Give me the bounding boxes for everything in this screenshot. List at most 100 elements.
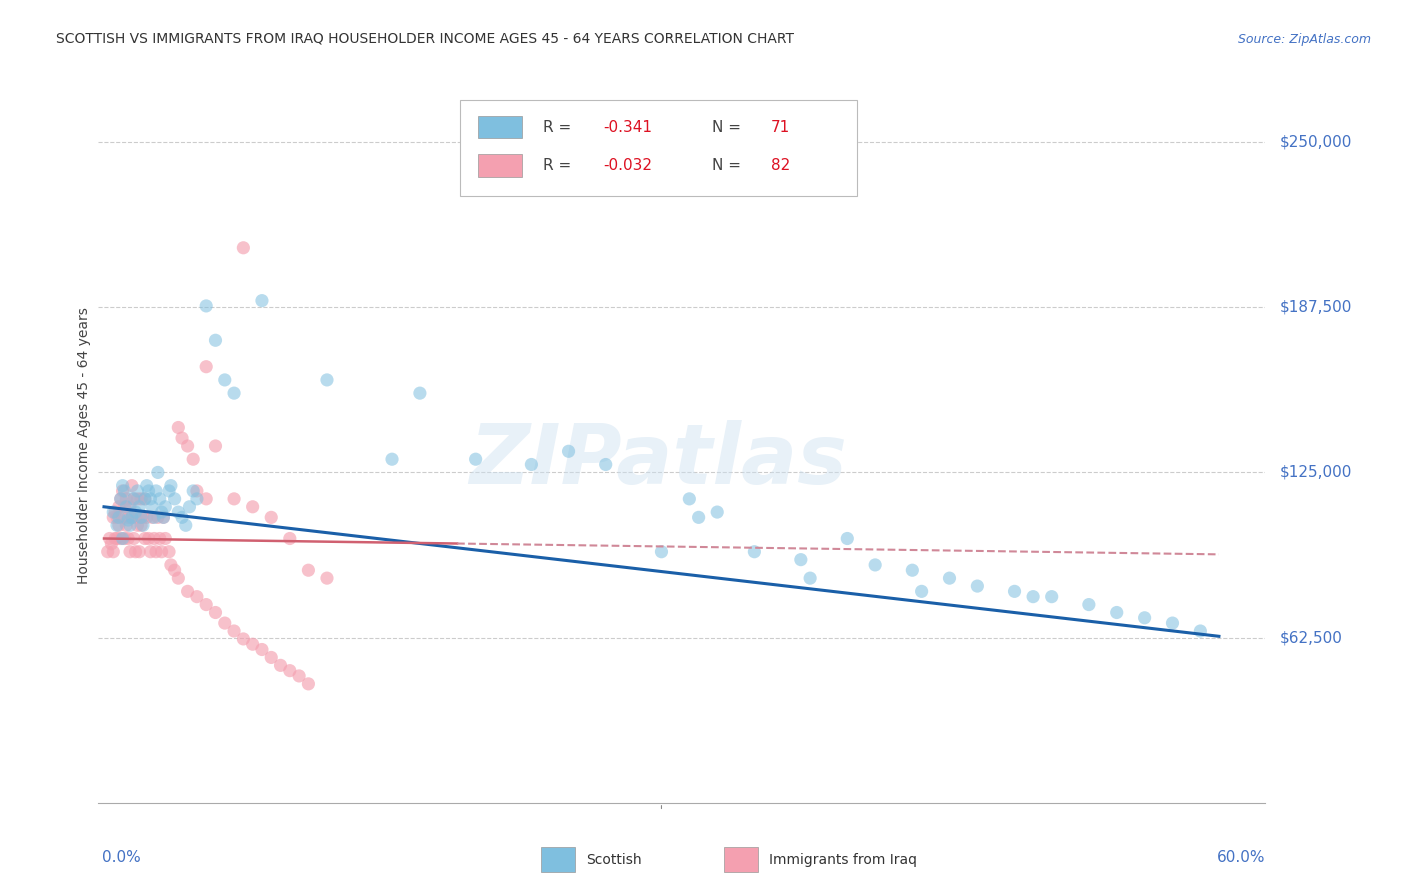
Point [115, 518, 138, 533]
Point [316, 373, 339, 387]
Point [135, 478, 157, 492]
Text: N =: N = [713, 120, 747, 135]
Point [297, 677, 319, 691]
Text: Scottish: Scottish [586, 853, 643, 867]
Point [186, 590, 208, 604]
Point [167, 420, 190, 434]
Point [214, 616, 236, 631]
Text: ZIPatlas: ZIPatlas [470, 420, 848, 500]
Point [111, 478, 134, 492]
Point [278, 664, 301, 678]
Text: -0.032: -0.032 [603, 158, 652, 173]
Point [464, 452, 486, 467]
Point [152, 510, 174, 524]
Point [1161, 616, 1184, 631]
Point [111, 510, 134, 524]
Point [242, 500, 264, 514]
Point [104, 505, 127, 519]
Point [1004, 584, 1026, 599]
Point [901, 563, 924, 577]
Point [557, 444, 579, 458]
Point [103, 505, 125, 519]
Point [111, 532, 134, 546]
Point [132, 510, 155, 524]
Point [174, 518, 197, 533]
Point [938, 571, 960, 585]
Point [1077, 598, 1099, 612]
Point [966, 579, 988, 593]
Text: 60.0%: 60.0% [1218, 850, 1265, 865]
Point [260, 650, 283, 665]
Point [98, 532, 121, 546]
Point [863, 558, 886, 572]
Point [127, 518, 149, 533]
Point [103, 510, 125, 524]
Point [114, 500, 136, 514]
Point [134, 491, 156, 506]
Point [118, 545, 141, 559]
Point [179, 500, 201, 514]
Point [108, 518, 131, 533]
Point [232, 632, 254, 646]
Y-axis label: Householder Income Ages 45 - 64 years: Householder Income Ages 45 - 64 years [77, 308, 91, 584]
Point [204, 439, 226, 453]
Point [121, 510, 143, 524]
Point [118, 518, 141, 533]
Point [595, 458, 617, 472]
Point [204, 333, 226, 347]
Point [117, 510, 139, 524]
Text: R =: R = [543, 158, 576, 173]
Point [650, 545, 672, 559]
Point [141, 510, 163, 524]
Point [135, 510, 157, 524]
Point [288, 669, 311, 683]
Point [129, 518, 152, 533]
Point [134, 491, 156, 506]
Point [195, 598, 218, 612]
Point [128, 545, 150, 559]
Point [115, 491, 138, 506]
Bar [478, 116, 522, 138]
Point [163, 563, 186, 577]
Point [105, 518, 128, 533]
Point [128, 500, 150, 514]
Point [117, 532, 139, 546]
Point [176, 584, 198, 599]
Text: $62,500: $62,500 [1279, 630, 1343, 645]
Point [138, 483, 160, 498]
Point [163, 491, 186, 506]
Point [105, 532, 128, 546]
Point [799, 571, 821, 585]
Text: 82: 82 [770, 158, 790, 173]
Text: $250,000: $250,000 [1279, 135, 1351, 150]
Text: -0.341: -0.341 [603, 120, 652, 135]
Text: 0.0%: 0.0% [103, 850, 141, 865]
Point [122, 491, 145, 506]
Point [195, 299, 218, 313]
Point [170, 510, 193, 524]
Text: 71: 71 [770, 120, 790, 135]
Point [170, 431, 193, 445]
Point [117, 513, 139, 527]
Point [204, 606, 226, 620]
Point [1133, 611, 1156, 625]
Point [409, 386, 432, 401]
Point [150, 545, 173, 559]
Point [143, 510, 166, 524]
Point [910, 584, 932, 599]
Point [706, 505, 728, 519]
Point [114, 483, 136, 498]
Point [195, 359, 218, 374]
Point [250, 293, 273, 308]
Point [160, 558, 183, 572]
Point [114, 532, 136, 546]
Point [232, 241, 254, 255]
Point [316, 571, 339, 585]
Point [520, 458, 543, 472]
Point [141, 500, 163, 514]
Point [167, 505, 190, 519]
Point [1040, 590, 1063, 604]
Point [127, 491, 149, 506]
Point [678, 491, 700, 506]
Point [744, 545, 766, 559]
